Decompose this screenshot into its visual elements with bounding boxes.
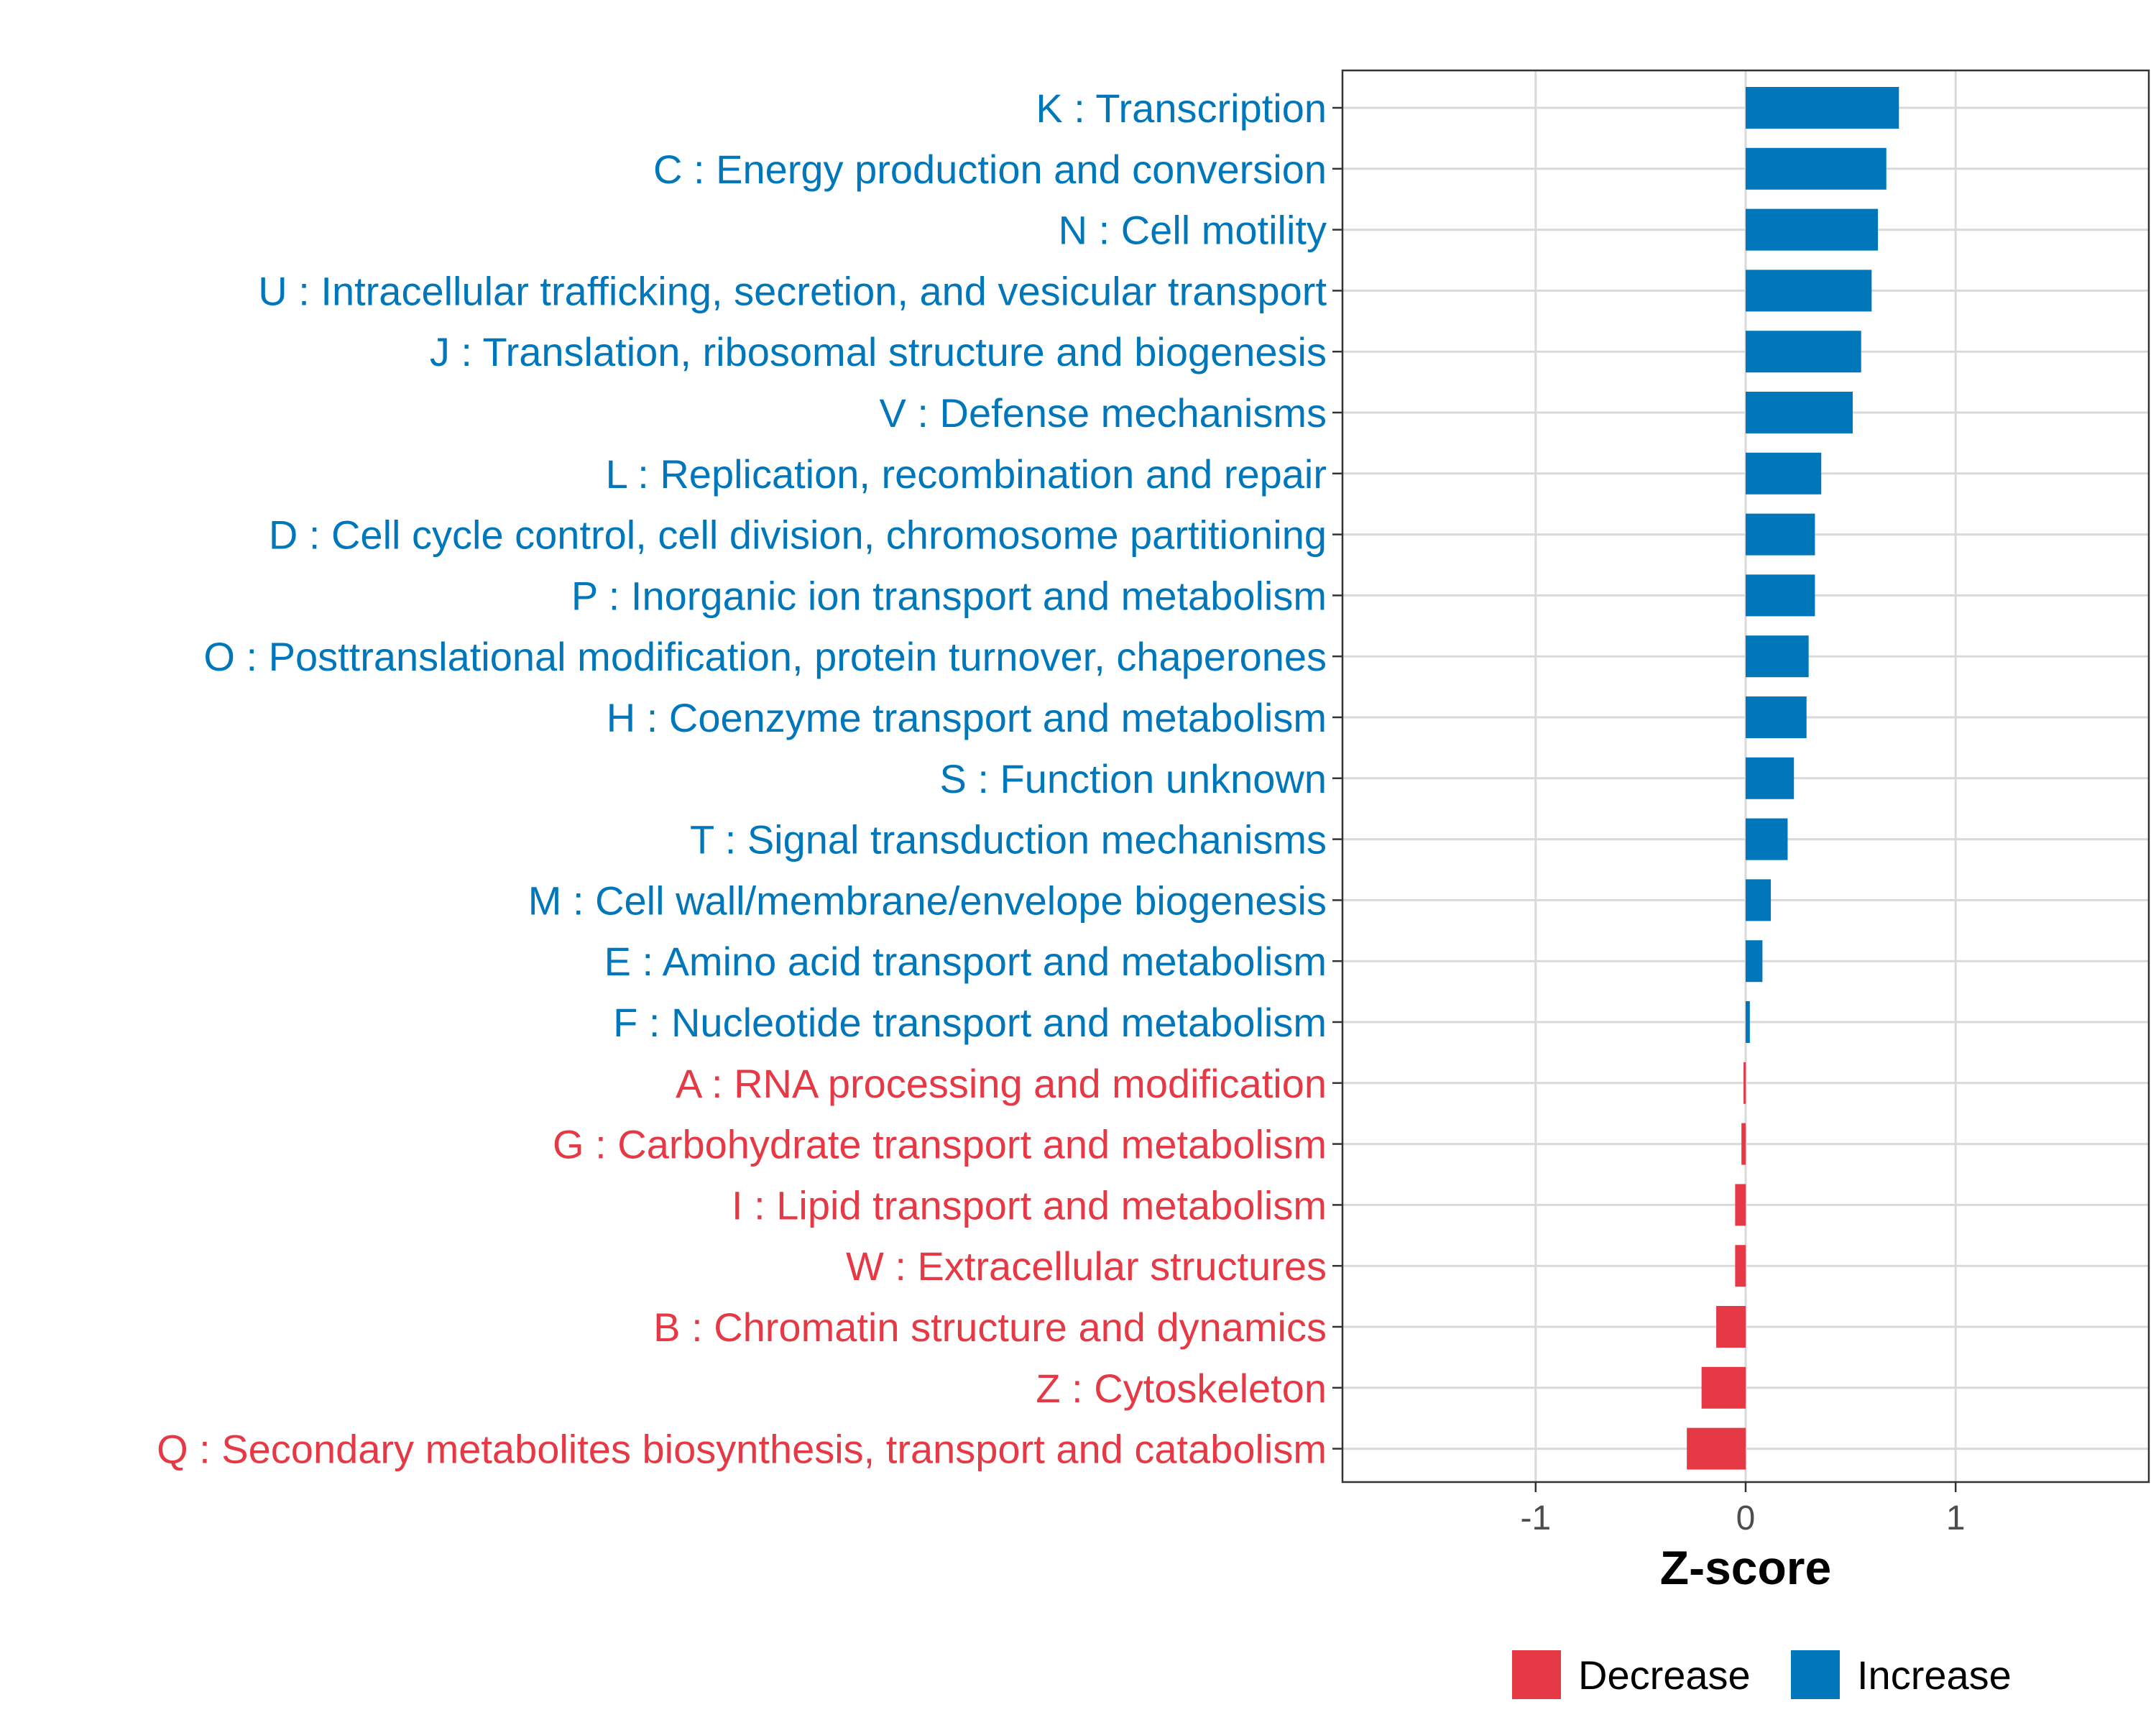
category-labels: K : Transcription C : Energy production a… bbox=[157, 86, 1327, 1472]
bar bbox=[1746, 635, 1809, 678]
category-label: I : Lipid transport and metabolism bbox=[732, 1182, 1327, 1228]
category-label: V : Defense mechanisms bbox=[880, 390, 1327, 436]
bar bbox=[1735, 1245, 1746, 1287]
bar bbox=[1746, 574, 1815, 617]
bar bbox=[1746, 818, 1788, 860]
bar bbox=[1701, 1366, 1746, 1409]
category-label: E : Amino acid transport and metabolism bbox=[604, 939, 1327, 984]
bar-layer bbox=[1687, 87, 1899, 1470]
x-tick-label: 0 bbox=[1736, 1499, 1756, 1537]
category-label: P : Inorganic ion transport and metaboli… bbox=[571, 573, 1327, 618]
legend-key-decrease bbox=[1512, 1650, 1561, 1699]
bar bbox=[1746, 1001, 1750, 1043]
category-label: K : Transcription bbox=[1036, 86, 1327, 131]
bar bbox=[1687, 1427, 1746, 1470]
bar bbox=[1746, 147, 1886, 190]
bar bbox=[1746, 270, 1872, 312]
bar bbox=[1743, 1062, 1746, 1104]
legend: Decrease Increase bbox=[1512, 1650, 2012, 1699]
bar bbox=[1716, 1306, 1746, 1348]
x-tick-labels: -1 0 1 bbox=[1520, 1499, 1965, 1537]
category-label: L : Replication, recombination and repai… bbox=[606, 451, 1327, 497]
category-label: F : Nucleotide transport and metabolism bbox=[613, 1000, 1327, 1045]
legend-key-increase bbox=[1791, 1650, 1840, 1699]
category-label: A : RNA processing and modification bbox=[676, 1061, 1327, 1106]
category-label: U : Intracellular trafficking, secretion… bbox=[258, 268, 1327, 313]
bar bbox=[1735, 1184, 1746, 1226]
category-label: J : Translation, ribosomal structure and… bbox=[430, 329, 1327, 374]
category-label: B : Chromatin structure and dynamics bbox=[653, 1305, 1327, 1350]
bar bbox=[1746, 757, 1795, 799]
legend-label-increase: Increase bbox=[1857, 1652, 2012, 1698]
bar bbox=[1741, 1123, 1746, 1165]
x-axis-title: Z-score bbox=[1660, 1541, 1831, 1594]
bar bbox=[1746, 696, 1807, 738]
category-label: G : Carbohydrate transport and metabolis… bbox=[553, 1122, 1327, 1167]
x-axis-ticks bbox=[1534, 1482, 1957, 1492]
category-label: S : Function unknown bbox=[939, 756, 1327, 801]
legend-label-decrease: Decrease bbox=[1578, 1652, 1751, 1698]
category-label: O : Posttranslational modification, prot… bbox=[203, 634, 1327, 679]
x-tick-label: 1 bbox=[1946, 1499, 1966, 1537]
bar bbox=[1746, 331, 1861, 373]
x-tick-label: -1 bbox=[1520, 1499, 1551, 1537]
y-axis-ticks bbox=[1332, 106, 1342, 1450]
category-label: M : Cell wall/membrane/envelope biogenes… bbox=[528, 878, 1327, 923]
category-label: D : Cell cycle control, cell division, c… bbox=[269, 512, 1327, 558]
bar bbox=[1746, 940, 1763, 983]
bar bbox=[1746, 879, 1772, 921]
bar bbox=[1746, 208, 1879, 251]
category-label: N : Cell motility bbox=[1059, 208, 1327, 253]
bar bbox=[1746, 513, 1815, 556]
bar bbox=[1746, 452, 1822, 494]
category-label: C : Energy production and conversion bbox=[653, 147, 1327, 192]
category-label: H : Coenzyme transport and metabolism bbox=[607, 695, 1327, 740]
bar bbox=[1746, 392, 1853, 433]
category-label: T : Signal transduction mechanisms bbox=[690, 817, 1327, 862]
category-label: Z : Cytoskeleton bbox=[1036, 1366, 1327, 1411]
category-label: Q : Secondary metabolites biosynthesis, … bbox=[157, 1427, 1327, 1472]
bar bbox=[1746, 87, 1899, 129]
category-label: W : Extracellular structures bbox=[846, 1243, 1327, 1289]
